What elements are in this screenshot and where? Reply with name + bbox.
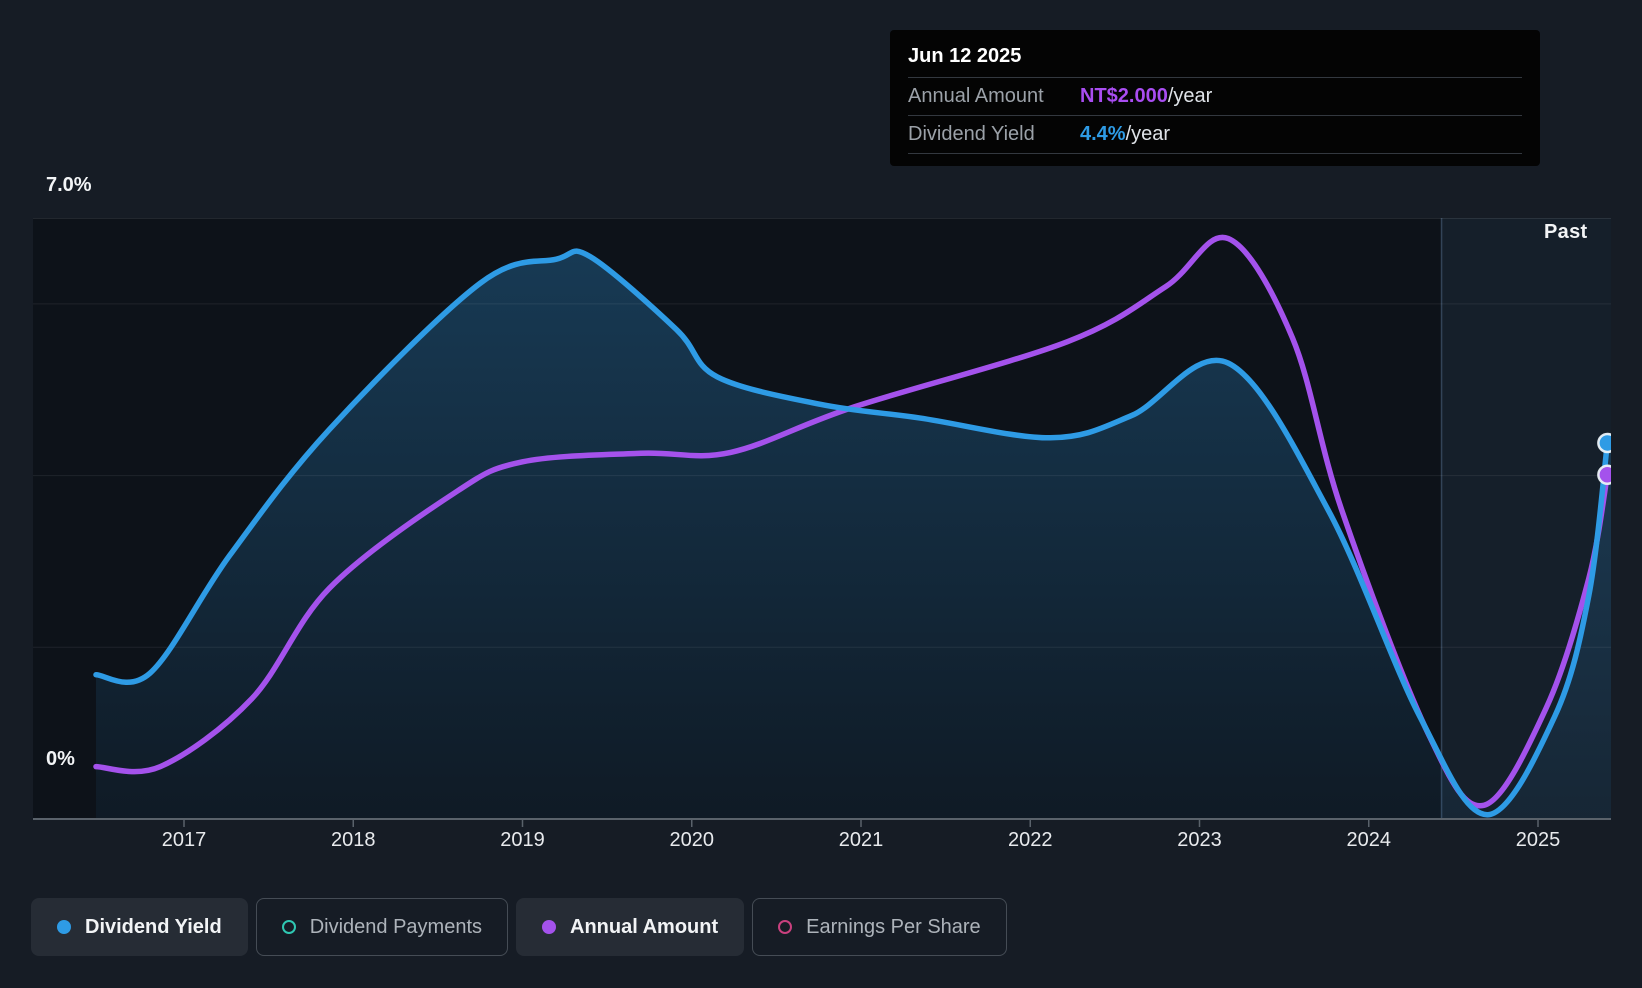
tooltip-row-annual-amount: Annual Amount NT$2.000/year [908, 77, 1522, 115]
annual-amount-dot-icon [542, 920, 557, 934]
dividend-payments-ring-icon [281, 920, 296, 934]
dividend-yield-line [93, 248, 1611, 818]
tooltip-row-label: Annual Amount [908, 85, 1044, 107]
tooltip-row-value: NT$2.000 [1080, 85, 1168, 107]
x-axis-label-2017: 2017 [161, 829, 207, 851]
x-axis-label-2024: 2024 [1346, 829, 1392, 851]
x-axis-label-2020: 2020 [669, 829, 715, 851]
tooltip-date: Jun 12 2025 [908, 45, 1022, 67]
legend-label: Earnings Per Share [806, 915, 981, 938]
dividend-yield-area-fill [95, 251, 1611, 819]
x-axis-label-2023: 2023 [1177, 829, 1222, 851]
legend-toggle-annual-amount[interactable]: Annual Amount [516, 898, 745, 956]
annual-amount-end-marker [1597, 464, 1611, 485]
legend-toggle-dividend-payments[interactable]: Dividend Payments [255, 898, 509, 956]
annual-amount-line [93, 234, 1611, 809]
legend-toggle-dividend-yield[interactable]: Dividend Yield [31, 898, 248, 956]
x-axis-label-2025: 2025 [1515, 829, 1561, 851]
chart-legend: Dividend Yield Dividend Payments Annual Am… [31, 898, 1007, 956]
tooltip-row-suffix: /year [1125, 123, 1171, 145]
x-axis-label-2021: 2021 [838, 829, 884, 851]
x-axis-label-2022: 2022 [1008, 829, 1053, 851]
legend-label: Dividend Yield [85, 915, 222, 938]
past-region-label: Past [1544, 221, 1588, 243]
legend-label: Dividend Payments [309, 915, 483, 938]
x-axis-label-2018: 2018 [331, 829, 376, 851]
dividend-yield-end-marker [1597, 432, 1611, 454]
y-axis-label-top: 7.0% [46, 174, 92, 196]
earnings-per-share-ring-icon [778, 920, 793, 934]
dividend-yield-dot-icon [57, 920, 71, 934]
tooltip-row-value: 4.4% [1080, 123, 1126, 145]
tooltip-row-suffix: /year [1167, 85, 1213, 107]
x-axis-label-2019: 2019 [500, 829, 545, 851]
y-axis-label-bottom: 0% [46, 748, 75, 770]
tooltip-row-dividend-yield: Dividend Yield 4.4%/year [908, 115, 1522, 153]
tooltip-rows: Annual Amount NT$2.000/year Dividend Yield… [908, 77, 1522, 154]
legend-label: Annual Amount [570, 915, 719, 938]
chart-tooltip: Jun 12 2025 Annual Amount NT$2.000/year Di… [890, 30, 1540, 166]
legend-toggle-earnings-per-share[interactable]: Earnings Per Share [752, 898, 1007, 956]
tooltip-row-label: Dividend Yield [908, 123, 1035, 145]
